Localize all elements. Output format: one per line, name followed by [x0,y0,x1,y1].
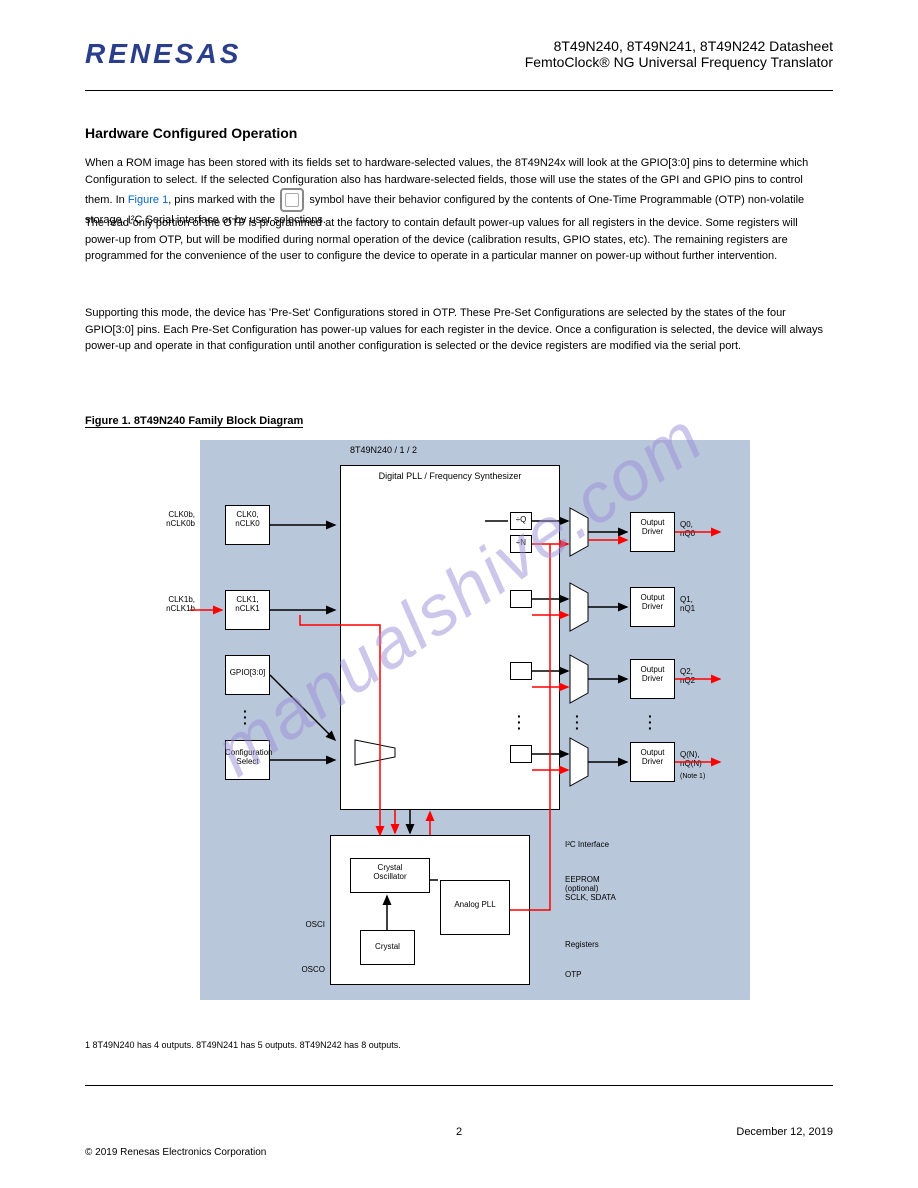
footer-date: December 12, 2019 [736,1126,833,1138]
header-rule [85,90,833,91]
q-div-n [510,745,532,763]
out-mux-2 [570,655,588,703]
input-mux [355,740,395,765]
page-header: RENESAS 8T49N240, 8T49N241, 8T49N242 Dat… [85,38,833,98]
out-mux-0 [570,508,588,556]
device-label: 8T49N240 / 1 / 2 [350,445,730,455]
header-subtitle: FemtoClock® NG Universal Frequency Trans… [525,54,833,70]
paragraph-2: The read-only portion of the OTP is prog… [85,215,833,265]
copyright: © 2019 Renesas Electronics Corporation [85,1147,266,1158]
block-diagram: 8T49N240 / 1 / 2 Digital PLL / Frequency… [200,440,750,1000]
footer-rule [85,1085,833,1086]
footnote-1: 1 8T49N240 has 4 outputs. 8T49N241 has 5… [85,1040,401,1050]
out-mux-1 [570,583,588,631]
config-icon [280,188,304,212]
header-right: 8T49N240, 8T49N241, 8T49N242 Datasheet F… [525,38,833,70]
q-div-2 [510,662,532,680]
figure-link[interactable]: Figure 1 [128,194,168,206]
page-number: 2 [456,1126,462,1138]
section-title: Hardware Configured Operation [85,125,297,141]
paragraph-3: Supporting this mode, the device has 'Pr… [85,305,833,355]
header-title: 8T49N240, 8T49N241, 8T49N242 Datasheet [525,38,833,54]
figure-1-title: Figure 1. 8T49N240 Family Block Diagram [85,415,303,428]
out-mux-n [570,738,588,786]
q-div-1 [510,590,532,608]
